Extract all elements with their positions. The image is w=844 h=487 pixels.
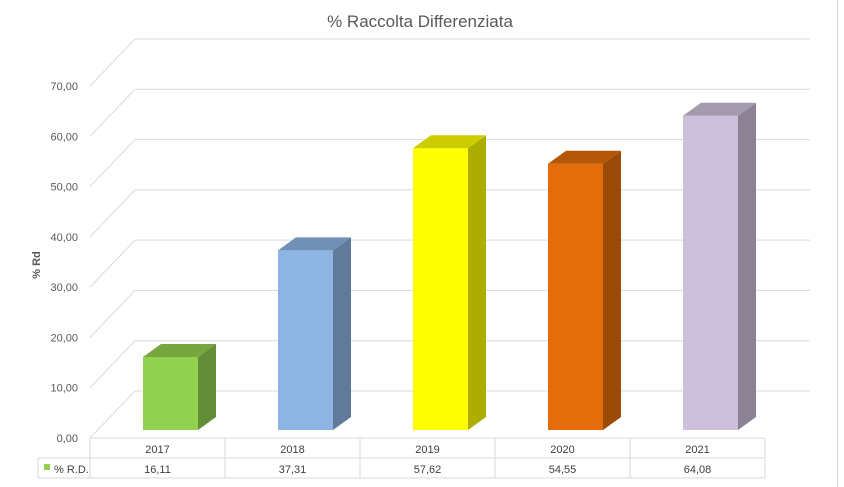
bars xyxy=(143,102,756,431)
bar-side xyxy=(333,237,351,430)
y-axis-ticks: 0,00 10,00 20,00 30,00 40,00 50,00 60,00 70,00 xyxy=(50,81,78,445)
y-tick-label: 30,00 xyxy=(50,282,78,294)
bar-side xyxy=(603,150,621,431)
bar-top xyxy=(413,135,486,149)
bar-front xyxy=(548,163,603,431)
gridline-diagonal xyxy=(89,189,136,238)
gridline-diagonal xyxy=(89,290,136,338)
gridline-diagonal xyxy=(89,390,136,439)
bar-top xyxy=(143,343,216,357)
bar-side xyxy=(738,102,756,431)
bar-top xyxy=(683,102,756,116)
data-label: 37,31 xyxy=(279,464,307,476)
x-tick-label: 2017 xyxy=(145,444,169,456)
bar-front xyxy=(278,250,333,430)
y-tick-label: 40,00 xyxy=(50,232,78,244)
y-tick-label: 50,00 xyxy=(50,182,78,194)
gridline-diagonal xyxy=(89,38,136,87)
bar-top xyxy=(278,237,351,251)
data-label: 57,62 xyxy=(414,464,442,476)
legend-label: % R.D. xyxy=(54,464,89,476)
y-tick-label: 0,00 xyxy=(57,433,78,445)
bar-top xyxy=(548,150,621,164)
bar xyxy=(548,150,621,431)
data-table: 2017 16,11 2018 37,31 2019 57,62 2020 54,55 2021… xyxy=(37,437,766,479)
y-tick-label: 10,00 xyxy=(50,383,78,395)
x-tick-label: 2020 xyxy=(550,444,574,456)
gridline-diagonal xyxy=(89,340,136,389)
bar xyxy=(278,237,351,430)
gridline-diagonal xyxy=(89,139,136,187)
y-tick-label: 60,00 xyxy=(50,131,78,143)
bar xyxy=(683,102,756,431)
gridline-diagonal xyxy=(89,239,136,288)
bar-front xyxy=(413,148,468,430)
x-tick-label: 2021 xyxy=(685,444,709,456)
y-tick-label: 70,00 xyxy=(50,81,78,93)
data-label: 16,11 xyxy=(144,464,171,476)
chart-title: % Raccolta Differenziata xyxy=(327,12,513,31)
legend-swatch xyxy=(44,464,50,470)
bar-front xyxy=(143,356,198,430)
bar-side xyxy=(198,343,216,430)
x-tick-label: 2018 xyxy=(280,444,304,456)
bar xyxy=(413,135,486,430)
right-border xyxy=(837,0,838,487)
y-axis-label: % Rd xyxy=(31,251,43,279)
gridline-diagonal xyxy=(89,88,136,137)
bar-front xyxy=(683,115,738,431)
bar xyxy=(143,343,216,430)
x-tick-label: 2019 xyxy=(415,444,439,456)
bar-side xyxy=(468,135,486,430)
y-tick-label: 20,00 xyxy=(50,332,78,344)
data-label: 54,55 xyxy=(549,464,577,476)
data-label: 64,08 xyxy=(684,464,712,476)
